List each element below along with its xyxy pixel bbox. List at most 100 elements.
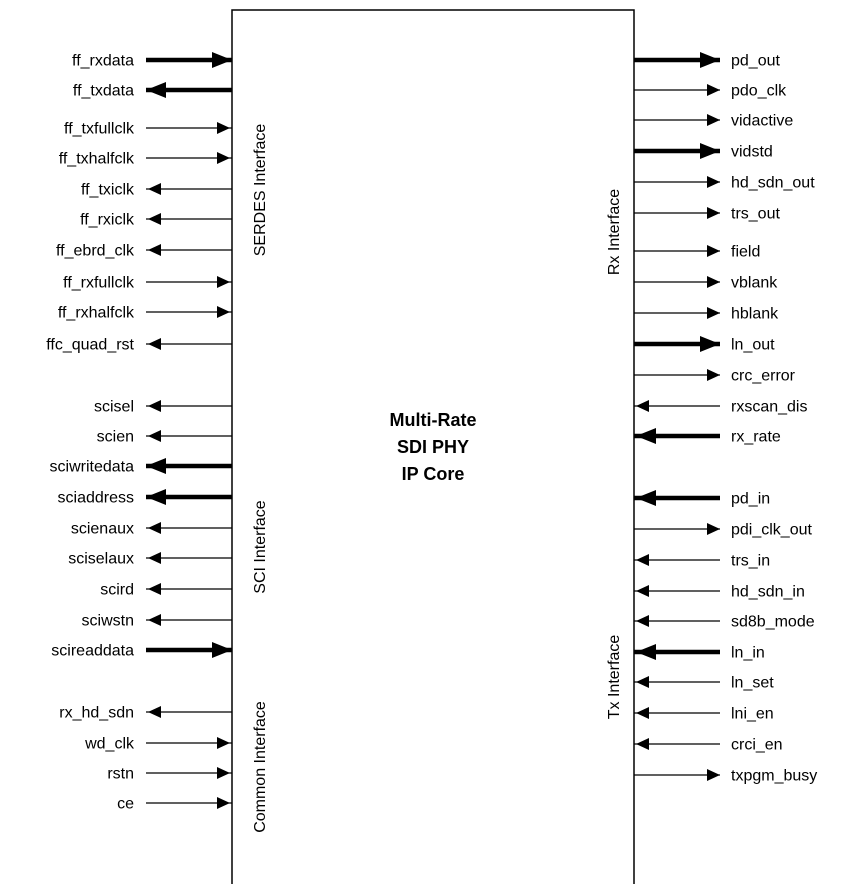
port-sciwritedata-label: sciwritedata (50, 459, 135, 476)
port-ff-txfullclk-label: ff_txfullclk (64, 121, 135, 138)
tx-interface-label: Tx Interface (606, 635, 623, 720)
port-scireaddata-arrowhead (212, 642, 232, 658)
port-ff-txfullclk-arrowhead (217, 122, 230, 134)
port-pd-out-arrowhead (700, 52, 720, 68)
port-vidstd-label: vidstd (731, 144, 773, 161)
port-lni-en-label: lni_en (731, 706, 774, 723)
port-field-label: field (731, 244, 760, 261)
port-ff-txdata-arrowhead (146, 82, 166, 98)
core-block (231, 9, 635, 884)
port-trs-in-arrowhead (636, 554, 649, 566)
port-sciaddress-label: sciaddress (58, 490, 134, 507)
port-lni-en-arrowhead (636, 707, 649, 719)
signal-ports: ff_rxdata ff_txdata ff_txfullclk ff_txhalfc… (46, 52, 817, 813)
port-vidstd-arrowhead (700, 143, 720, 159)
port-rx-hd-sdn-arrowhead (148, 706, 161, 718)
port-ff-rxhalfclk-label: ff_rxhalfclk (58, 305, 135, 322)
port-ff-ebrd-clk-arrowhead (148, 244, 161, 256)
port-pdo-clk-label: pdo_clk (731, 83, 787, 100)
port-rstn-label: rstn (107, 766, 134, 783)
port-ff-txiclk-arrowhead (148, 183, 161, 195)
port-scisel-arrowhead (148, 400, 161, 412)
port-scien-label: scien (97, 429, 134, 446)
port-sciwstn-arrowhead (148, 614, 161, 626)
port-vidactive-arrowhead (707, 114, 720, 126)
port-pdi-clk-out-arrowhead (707, 523, 720, 535)
port-hd-sdn-out-label: hd_sdn_out (731, 175, 815, 192)
port-crci-en-arrowhead (636, 738, 649, 750)
port-scienaux-label: scienaux (71, 521, 134, 538)
port-ff-rxiclk-label: ff_rxiclk (80, 212, 135, 229)
common-interface-label: Common Interface (252, 701, 269, 833)
port-hblank-arrowhead (707, 307, 720, 319)
port-pd-out-label: pd_out (731, 53, 780, 70)
core-title-line-3: IP Core (402, 464, 465, 484)
port-ffc-quad-rst-label: ffc_quad_rst (46, 337, 134, 354)
port-ln-out-label: ln_out (731, 337, 775, 354)
port-scienaux-arrowhead (148, 522, 161, 534)
rx-interface-label: Rx Interface (606, 189, 623, 275)
port-trs-out-label: trs_out (731, 206, 780, 223)
port-scird-arrowhead (148, 583, 161, 595)
port-ln-set-label: ln_set (731, 675, 774, 692)
port-ln-in-arrowhead (636, 644, 656, 660)
port-vidactive-label: vidactive (731, 113, 793, 130)
port-ce-label: ce (117, 796, 134, 813)
port-pdi-clk-out-label: pdi_clk_out (731, 522, 813, 539)
port-ff-rxdata-arrowhead (212, 52, 232, 68)
port-trs-out-arrowhead (707, 207, 720, 219)
port-sciwstn-label: sciwstn (82, 613, 134, 630)
port-crc-error-arrowhead (707, 369, 720, 381)
port-scisel-label: scisel (94, 399, 134, 416)
port-ff-txdata-label: ff_txdata (73, 83, 134, 100)
port-field-arrowhead (707, 245, 720, 257)
port-scireaddata-label: scireaddata (51, 643, 134, 660)
port-ln-in-label: ln_in (731, 645, 765, 662)
port-sciselaux-label: sciselaux (68, 551, 134, 568)
port-scien-arrowhead (148, 430, 161, 442)
port-ff-rxhalfclk-arrowhead (217, 306, 230, 318)
port-ffc-quad-rst-arrowhead (148, 338, 161, 350)
port-rxscan-dis-arrowhead (636, 400, 649, 412)
port-crc-error-label: crc_error (731, 368, 796, 385)
port-ln-set-arrowhead (636, 676, 649, 688)
port-rxscan-dis-label: rxscan_dis (731, 399, 807, 416)
port-crci-en-label: crci_en (731, 737, 783, 754)
sci-interface-label: SCI Interface (252, 500, 269, 593)
port-pd-in-label: pd_in (731, 491, 770, 508)
port-hd-sdn-in-arrowhead (636, 585, 649, 597)
port-ff-ebrd-clk-label: ff_ebrd_clk (56, 243, 135, 260)
port-hd-sdn-in-label: hd_sdn_in (731, 584, 805, 601)
port-trs-in-label: trs_in (731, 553, 770, 570)
port-pdo-clk-arrowhead (707, 84, 720, 96)
port-sciwritedata-arrowhead (146, 458, 166, 474)
port-ff-rxdata-label: ff_rxdata (72, 53, 134, 70)
port-txpgm-busy-label: txpgm_busy (731, 768, 817, 785)
port-hblank-label: hblank (731, 306, 779, 323)
port-rx-hd-sdn-label: rx_hd_sdn (59, 705, 134, 722)
port-rstn-arrowhead (217, 767, 230, 779)
port-ff-txhalfclk-arrowhead (217, 152, 230, 164)
port-ce-arrowhead (217, 797, 230, 809)
port-ln-out-arrowhead (700, 336, 720, 352)
serdes-interface-label: SERDES Interface (252, 124, 269, 257)
port-ff-rxiclk-arrowhead (148, 213, 161, 225)
port-scird-label: scird (100, 582, 134, 599)
port-vblank-label: vblank (731, 275, 778, 292)
port-sd8b-mode-label: sd8b_mode (731, 614, 815, 631)
port-ff-rxfullclk-arrowhead (217, 276, 230, 288)
port-sciaddress-arrowhead (146, 489, 166, 505)
port-hd-sdn-out-arrowhead (707, 176, 720, 188)
port-rx-rate-label: rx_rate (731, 429, 781, 446)
port-rx-rate-arrowhead (636, 428, 656, 444)
port-ff-txiclk-label: ff_txiclk (81, 182, 135, 199)
port-wd-clk-arrowhead (217, 737, 230, 749)
port-ff-rxfullclk-label: ff_rxfullclk (63, 275, 135, 292)
core-title-line-2: SDI PHY (397, 437, 469, 457)
core-title-line-1: Multi-Rate (390, 410, 477, 430)
port-vblank-arrowhead (707, 276, 720, 288)
port-pd-in-arrowhead (636, 490, 656, 506)
port-wd-clk-label: wd_clk (84, 736, 135, 753)
port-ff-txhalfclk-label: ff_txhalfclk (59, 151, 135, 168)
